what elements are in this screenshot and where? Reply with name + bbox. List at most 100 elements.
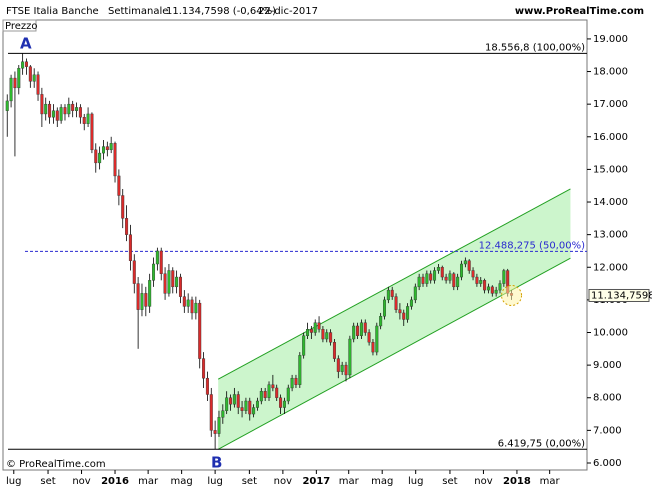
- candle-body: [148, 280, 152, 307]
- candle-body: [409, 299, 413, 307]
- candle-body: [213, 430, 217, 434]
- candle-body: [436, 267, 440, 271]
- candle-body: [86, 113, 90, 124]
- plot: 18.556,8 (100,00%) 12.488,275 (50,00%) 6.4…: [5, 42, 587, 450]
- candle-body: [232, 394, 236, 405]
- candle-body: [209, 394, 213, 431]
- candle-body: [113, 143, 117, 177]
- candle-body: [263, 391, 267, 398]
- candle-body: [498, 283, 502, 291]
- last-price-label: 11.134,7598: [591, 290, 652, 301]
- candle-body: [255, 400, 259, 408]
- candle-body: [240, 407, 244, 411]
- candle-body: [394, 296, 398, 310]
- candle-body: [175, 276, 179, 288]
- candle-body: [159, 250, 163, 274]
- level-label: 12.488,275 (50,00%): [479, 240, 585, 251]
- candle-body: [198, 302, 202, 359]
- candle-body: [171, 270, 175, 288]
- candle-body: [125, 218, 129, 235]
- candle-body: [286, 387, 290, 402]
- y-tick-label: 8.000: [593, 393, 622, 404]
- candle-body: [48, 103, 52, 118]
- last-label: 11.134,7598 (-0,64%): [166, 6, 276, 17]
- candle-body: [386, 289, 390, 301]
- candle-body: [136, 283, 140, 310]
- candle-body: [9, 77, 13, 102]
- candle-body: [229, 397, 233, 405]
- candle-body: [275, 387, 279, 398]
- y-tick-label: 19.000: [593, 34, 628, 45]
- candle-body: [383, 299, 387, 317]
- candle-body: [413, 286, 417, 301]
- candle-body: [182, 296, 186, 307]
- annotation: A: [20, 35, 32, 53]
- y-tick-label: 7.000: [593, 425, 622, 436]
- candle-body: [40, 94, 44, 115]
- x-tick-label: 2017: [302, 476, 330, 487]
- candle-body: [82, 117, 86, 124]
- candle-body: [44, 103, 48, 115]
- candle-body: [13, 77, 17, 89]
- x-tick-label: mag: [371, 476, 393, 487]
- candle-body: [167, 270, 171, 294]
- candle-body: [117, 175, 121, 196]
- candle-body: [28, 66, 32, 82]
- candle-body: [51, 110, 55, 118]
- candle-body: [325, 332, 329, 340]
- candle-body: [194, 302, 198, 314]
- candle-body: [402, 312, 406, 320]
- level-label: 18.556,8 (100,00%): [485, 42, 585, 53]
- candle-body: [456, 276, 460, 288]
- y-label: Prezzo: [5, 21, 38, 32]
- channel-line: [217, 188, 571, 380]
- candle-body: [202, 358, 206, 379]
- candle-body: [371, 342, 375, 353]
- plot-frame: [2, 19, 588, 471]
- candle-body: [271, 384, 275, 389]
- candle-body: [144, 293, 148, 307]
- candle-body: [483, 280, 487, 291]
- highlight-circle: [501, 284, 523, 306]
- candle-body: [36, 74, 40, 95]
- candle-body: [282, 400, 286, 408]
- candle-body: [94, 149, 98, 164]
- candle-body: [178, 276, 182, 297]
- candle-body: [294, 377, 298, 385]
- candle-body: [248, 400, 252, 415]
- candle-body: [109, 143, 113, 151]
- x-tick-label: mar: [138, 476, 159, 487]
- candle-body: [132, 260, 136, 284]
- candle-body: [417, 276, 421, 288]
- candle-body: [121, 195, 125, 219]
- candle-body: [63, 107, 67, 115]
- candle-body: [55, 110, 59, 121]
- channel-area: [218, 188, 571, 450]
- candle-body: [302, 335, 306, 356]
- x-tick-label: mar: [339, 476, 360, 487]
- candle-body: [105, 146, 109, 151]
- candle-body: [340, 364, 344, 372]
- candle-body: [452, 273, 456, 288]
- candle-body: [71, 103, 75, 111]
- candle-body: [313, 322, 317, 333]
- candle-body: [267, 384, 271, 398]
- candle-body: [359, 322, 363, 336]
- candle-body: [348, 338, 352, 376]
- x-tick-label: lug: [6, 476, 21, 487]
- candle-body: [379, 315, 383, 327]
- x-tick-label: nov: [474, 476, 492, 487]
- candle-body: [486, 286, 490, 291]
- candle-body: [155, 250, 159, 265]
- candle-body: [244, 400, 248, 411]
- x-tick-label: lug: [207, 476, 222, 487]
- y-label-box: [2, 19, 37, 32]
- chart-subtitle: Settimanale: [108, 6, 168, 17]
- level-label: 6.419,75 (0,00%): [498, 438, 585, 449]
- candle-body: [356, 325, 360, 336]
- candle-body: [236, 394, 240, 408]
- last-price-box: [588, 288, 650, 302]
- x-tick-label: nov: [72, 476, 90, 487]
- candle-body: [5, 100, 9, 111]
